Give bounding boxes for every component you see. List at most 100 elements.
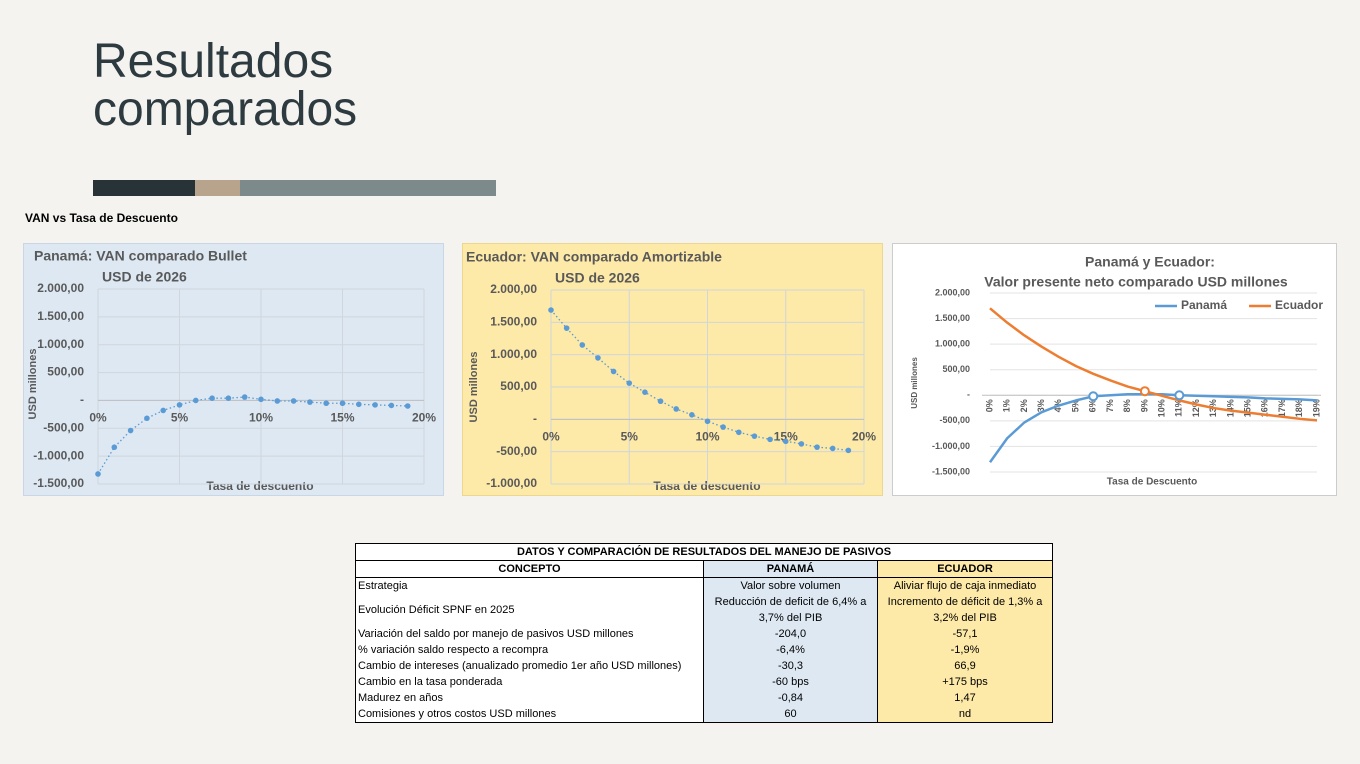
x-tick-label: 10% — [249, 411, 273, 425]
data-point — [127, 427, 134, 434]
table-cell: +175 bps — [876, 674, 1054, 690]
table-cell: 1,47 — [876, 690, 1054, 706]
x-tick-label: 8% — [1122, 399, 1132, 412]
chart-subtitle: Valor presente neto comparado USD millon… — [984, 274, 1288, 290]
x-tick-label: 20% — [852, 430, 876, 444]
table-cell: -30,3 — [703, 658, 878, 674]
y-tick-label: 2.000,00 — [935, 287, 970, 297]
highlight-marker — [1139, 386, 1150, 397]
charts: Panamá: VAN comparado Bullet USD de 2026 U… — [23, 180, 1337, 496]
x-tick-label: 5% — [621, 430, 639, 444]
chart-subtitle: USD de 2026 — [555, 270, 640, 286]
table-title-row: DATOS Y COMPARACIÓN DE RESULTADOS DEL MA… — [354, 543, 1054, 561]
data-point — [720, 424, 726, 430]
y-tick-label: -500,00 — [496, 444, 537, 458]
table-cell: -204,0 — [703, 626, 878, 642]
x-tick-label: 2% — [1019, 399, 1029, 412]
data-point — [339, 400, 346, 407]
table-header-row: CONCEPTO PANAMÁ ECUADOR — [355, 560, 1054, 578]
results-table: DATOS Y COMPARACIÓN DE RESULTADOS DEL MA… — [354, 543, 1054, 723]
x-tick-label: 12% — [1191, 399, 1201, 417]
y-tick-label: 1.500,00 — [37, 309, 84, 323]
data-point — [579, 342, 586, 348]
x-tick-label: 0% — [542, 430, 560, 444]
x-tick-label: 9% — [1139, 399, 1149, 412]
data-point — [736, 429, 742, 436]
data-point — [689, 412, 695, 418]
y-tick-label: 1.000,00 — [490, 347, 537, 361]
data-point — [704, 418, 711, 425]
table-row: Cambio de intereses (anualizado promedio… — [355, 658, 1054, 674]
table-cell: -0,84 — [703, 690, 878, 706]
y-axis-title: USD millones — [910, 357, 919, 409]
x-tick-label: 14% — [1225, 399, 1235, 417]
table-cell: 60 — [703, 706, 878, 723]
highlight-marker — [1174, 390, 1185, 401]
x-tick-label: 11% — [1174, 399, 1184, 417]
table-cell: Comisiones y otros costos USD millones — [355, 706, 704, 723]
accent-bar — [240, 180, 496, 196]
table-cell: Variación del saldo por manejo de pasivo… — [355, 626, 704, 642]
x-tick-label: 7% — [1105, 399, 1115, 412]
table-row: Estrategia Valor sobre volumen Aliviar flu… — [355, 577, 1054, 594]
x-axis-title: Tasa de descuento — [653, 479, 760, 493]
y-tick-label: -1.500,00 — [932, 466, 970, 476]
x-tick-label: 15% — [330, 411, 354, 425]
data-point — [404, 403, 411, 409]
table-cell: -1,9% — [876, 642, 1054, 658]
x-tick-label: 15% — [774, 430, 798, 444]
data-point — [193, 397, 199, 404]
y-tick-label: 500,00 — [942, 364, 970, 374]
legend-label: Ecuador — [1275, 298, 1323, 312]
data-point — [563, 325, 570, 331]
data-point — [111, 444, 118, 451]
data-point — [323, 400, 330, 407]
table-cell: Reducción de deficit de 6,4% a 3,7% del … — [703, 594, 878, 626]
y-tick-label: - — [533, 412, 537, 426]
header-cell: ECUADOR — [876, 560, 1054, 578]
x-tick-label: 19% — [1311, 399, 1321, 417]
x-tick-label: 20% — [412, 411, 436, 425]
table-cell: Evolución Déficit SPNF en 2025 — [355, 594, 704, 626]
table-row: Madurez en años -0,84 1,47 — [355, 690, 1054, 706]
data-point — [144, 415, 150, 422]
y-tick-label: -500,00 — [939, 415, 970, 425]
accent-bar — [93, 180, 195, 196]
y-tick-label: -1.000,00 — [932, 441, 970, 451]
table-row: Comisiones y otros costos USD millones 60… — [355, 706, 1054, 723]
series-line — [989, 307, 1318, 422]
slide-title: Resultados comparados — [93, 35, 358, 136]
table-row: Variación del saldo por manejo de pasivo… — [355, 626, 1054, 642]
table-cell: Incremento de déficit de 1,3% a 3,2% del… — [876, 594, 1054, 626]
data-point — [290, 398, 297, 404]
y-tick-label: 1.500,00 — [490, 315, 537, 329]
data-point — [673, 406, 679, 412]
x-tick-label: 5% — [171, 411, 189, 425]
data-point — [642, 389, 648, 395]
table-cell: % variación saldo respecto a recompra — [355, 642, 704, 658]
data-point — [657, 398, 664, 405]
table-cell: nd — [876, 706, 1054, 723]
y-tick-label: 2.000,00 — [37, 281, 84, 295]
table-title: DATOS Y COMPARACIÓN DE RESULTADOS DEL MA… — [354, 543, 1054, 561]
x-tick-label: 10% — [695, 430, 719, 444]
data-point — [372, 402, 378, 408]
table-cell: -57,1 — [876, 626, 1054, 642]
data-point — [610, 368, 617, 375]
data-point — [626, 380, 633, 386]
x-tick-label: 0% — [89, 411, 107, 425]
data-point — [274, 398, 281, 404]
header-cell: PANAMÁ — [703, 560, 878, 578]
chart-title: Ecuador: VAN comparado Amortizable — [466, 249, 722, 265]
section-label: VAN vs Tasa de Descuento — [25, 211, 178, 225]
table-row: Cambio en la tasa ponderada -60 bps +175 b… — [355, 674, 1054, 690]
data-point — [95, 471, 101, 477]
data-point — [307, 399, 313, 405]
data-point — [829, 445, 836, 452]
data-point — [548, 307, 554, 313]
table-cell: Madurez en años — [355, 690, 704, 706]
table-cell: Cambio de intereses (anualizado promedio… — [355, 658, 704, 674]
data-point — [798, 441, 805, 447]
chart-title: Panamá: VAN comparado Bullet — [34, 248, 247, 264]
data-point — [767, 436, 773, 443]
